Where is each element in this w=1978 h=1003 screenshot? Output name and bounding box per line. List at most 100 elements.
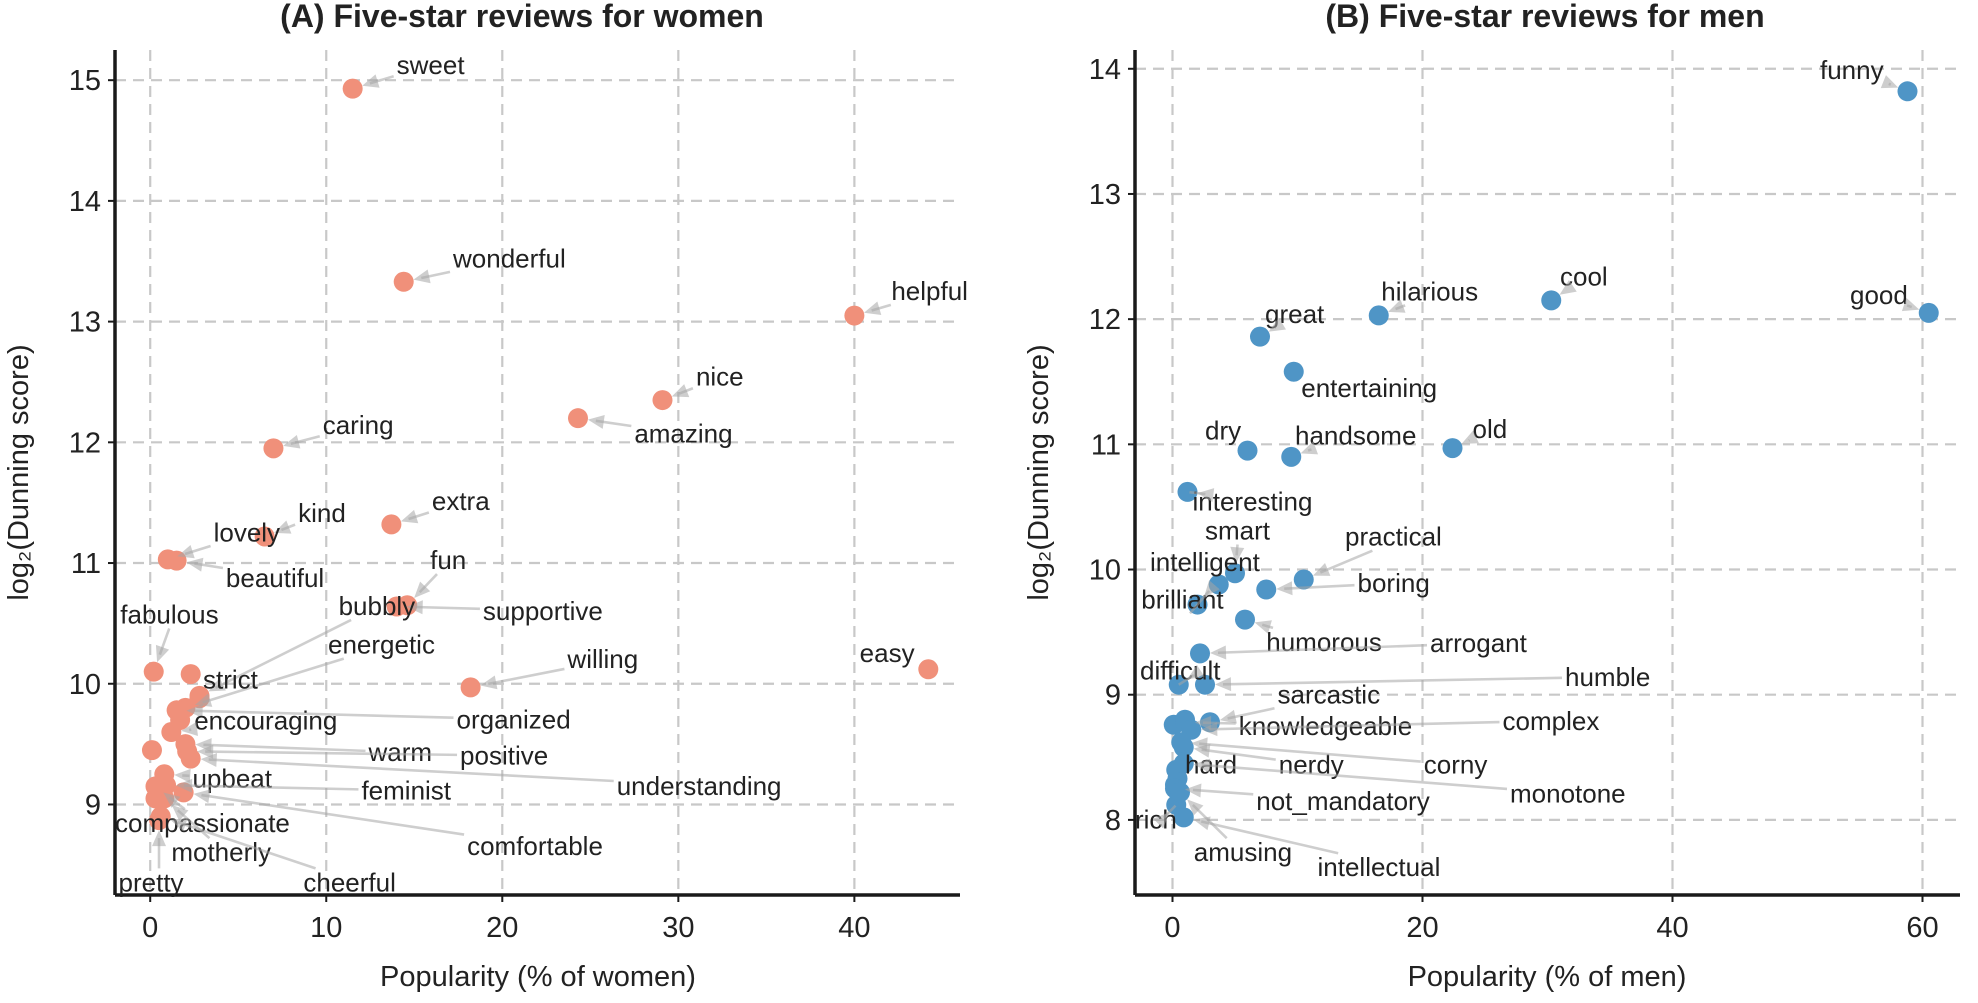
point-label-extra: extra: [432, 486, 490, 516]
data-point-entertaining: [1283, 361, 1304, 382]
leader-arrowhead: [152, 830, 167, 847]
point-label-intelligent: intelligent: [1150, 547, 1261, 577]
leader-arrowhead: [181, 722, 198, 736]
leader-line: [1319, 549, 1373, 574]
point-label-sweet: sweet: [397, 50, 466, 80]
leader-arrowhead: [1559, 280, 1577, 295]
point-label-smart: smart: [1205, 515, 1271, 545]
leader-arrowhead: [406, 600, 423, 615]
data-point-humorous: [1235, 609, 1255, 630]
data-point-understanding: [180, 748, 201, 769]
leader-arrowhead: [1300, 441, 1319, 455]
data-point-boring: [1256, 579, 1277, 600]
point-label-lovely: lovely: [214, 517, 280, 547]
leader-line: [177, 821, 316, 870]
point-label-caring: caring: [323, 410, 394, 440]
leader-arrowhead: [400, 509, 419, 524]
point-label-hilarious: hilarious: [1381, 276, 1478, 306]
point-label-good: good: [1850, 280, 1908, 310]
leader-arrowhead: [197, 744, 214, 759]
leader-arrowhead: [1230, 546, 1245, 564]
leader-arrowhead: [671, 384, 690, 398]
leader-arrowhead: [1193, 816, 1211, 831]
leader-arrowhead: [176, 778, 193, 793]
data-point-cheerful: [150, 806, 171, 827]
point-label-difficult: difficult: [1140, 656, 1221, 686]
leader-arrowhead: [480, 675, 498, 690]
y-tick-label: 15: [69, 65, 101, 97]
panel-women: 0 10 20 30 40 9 10 11 12 13 14 15 (A) Five-star revi…: [3, 0, 968, 993]
data-point-extra: [381, 514, 402, 535]
data-point-monotone: [1173, 753, 1194, 774]
leader-line: [202, 657, 345, 704]
x-axis-label: Popularity (% of men): [1408, 961, 1687, 993]
y-tick-label: 12: [1089, 304, 1121, 336]
x-tick-label: 40: [1656, 912, 1688, 944]
point-label-complex: complex: [1503, 706, 1600, 736]
data-point-smart: [1225, 563, 1245, 584]
data-point-nice: [652, 390, 673, 411]
leader-line: [184, 784, 359, 791]
leader-arrowhead: [1214, 677, 1232, 692]
leader-line: [215, 618, 352, 689]
point-label-practical: practical: [1345, 522, 1442, 552]
point-label-nice: nice: [696, 362, 744, 392]
point-label-intellectual: intellectual: [1318, 852, 1441, 882]
data-point-intellectual: [1173, 807, 1194, 828]
leader-arrowhead: [163, 792, 181, 808]
point-label-supportive: supportive: [483, 596, 603, 626]
x-axis-label: Popularity (% of women): [380, 961, 696, 993]
leader-arrowhead: [200, 752, 218, 767]
leader-arrowhead: [1201, 722, 1218, 737]
panel-men: 0 20 40 60 8 9 10 11 12 13 14 (B) Five-star reviews…: [1023, 0, 1960, 993]
leader-arrowhead: [1153, 812, 1170, 829]
leader-arrowhead: [1312, 563, 1331, 576]
y-tick-label: 11: [71, 548, 101, 580]
y-tick-label: 14: [1089, 54, 1121, 86]
point-label-bubbly: bubbly: [339, 591, 416, 621]
data-point-great: [1250, 326, 1270, 347]
point-label-encouraging: encouraging: [194, 706, 337, 736]
data-point-practical: [1293, 569, 1314, 590]
data-point-easy: [918, 659, 939, 680]
point-label-kind: kind: [298, 498, 346, 528]
leader-arrowhead: [1461, 430, 1479, 444]
leader-arrowhead: [1187, 664, 1205, 680]
leader-arrowhead: [1187, 799, 1204, 816]
leader-arrowhead: [1209, 645, 1227, 660]
x-tick-label: 0: [1164, 912, 1180, 944]
leader-line: [205, 750, 458, 757]
data-point-handsome: [1281, 446, 1302, 467]
y-tick-label: 14: [69, 186, 101, 218]
point-label-comfortable: comfortable: [467, 831, 603, 861]
x-tick-label: 20: [486, 912, 518, 944]
y-tick-label: 10: [1089, 555, 1121, 587]
data-point-wonderful: [393, 271, 414, 292]
point-label-understanding: understanding: [617, 771, 782, 801]
point-label-wonderful: wonderful: [452, 243, 566, 273]
x-tick-label: 30: [662, 912, 694, 944]
leader-line: [1201, 763, 1508, 791]
leader-arrowhead: [171, 805, 189, 821]
leader-arrowhead: [1197, 488, 1215, 503]
leader-arrowhead: [1191, 737, 1208, 752]
point-label-positive: positive: [460, 741, 548, 771]
y-tick-label: 13: [69, 307, 101, 339]
leader-line: [1209, 720, 1500, 731]
data-point-encouraging: [161, 722, 182, 743]
leader-arrowhead: [273, 520, 292, 534]
point-label-fabulous: fabulous: [120, 599, 218, 629]
y-axis-label: log₂(Dunning score): [1023, 344, 1055, 600]
leader-arrowhead: [1880, 75, 1899, 89]
leader-arrowhead: [1184, 783, 1202, 798]
data-point-caring: [263, 438, 284, 459]
point-label-humble: humble: [1565, 662, 1650, 692]
data-point-corny: [1171, 732, 1192, 753]
leader-arrowhead: [413, 269, 431, 284]
point-label-upbeat: upbeat: [192, 764, 272, 794]
point-label-amazing: amazing: [634, 418, 732, 448]
point-label-organized: organized: [457, 704, 571, 734]
point-label-boring: boring: [1358, 568, 1430, 598]
leader-arrowhead: [1219, 709, 1237, 724]
leader-arrowhead: [362, 74, 380, 88]
